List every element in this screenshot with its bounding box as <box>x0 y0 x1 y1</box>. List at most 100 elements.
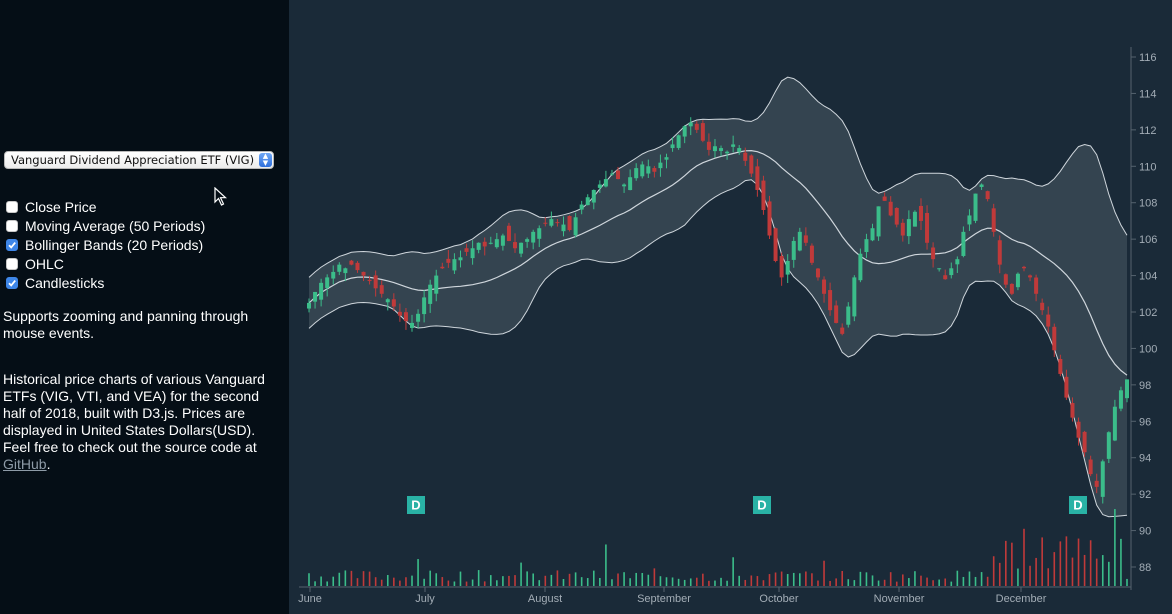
candle-body <box>773 228 778 261</box>
candle-body <box>1088 459 1093 475</box>
candlestick <box>791 236 796 268</box>
candlestick <box>797 227 802 252</box>
volume-bar <box>562 578 565 586</box>
candlestick <box>828 282 833 316</box>
candlestick <box>416 309 421 329</box>
option-close-price[interactable]: Close Price <box>6 198 97 216</box>
volume-bar <box>1114 509 1116 586</box>
volume-bar <box>338 572 341 586</box>
candle-body <box>543 222 548 224</box>
volume-bar <box>756 576 759 586</box>
candlestick <box>525 237 530 248</box>
volume-bar <box>883 579 886 586</box>
option-ohlc[interactable]: OHLC <box>6 255 64 273</box>
volume-bar <box>1101 555 1104 586</box>
candlestick <box>343 267 348 282</box>
candle-body <box>482 241 487 247</box>
candlestick <box>603 170 608 188</box>
candlestick <box>1003 273 1008 288</box>
candlestick <box>809 243 814 266</box>
candle-body <box>319 282 324 300</box>
x-tick-label: November <box>874 593 925 605</box>
candle-body <box>1028 275 1033 278</box>
volume-bar <box>623 572 625 586</box>
candle-body <box>307 302 311 309</box>
option-bollinger-bands[interactable]: Bollinger Bands (20 Periods) <box>6 236 203 254</box>
candlestick <box>1094 473 1099 494</box>
etf-select[interactable]: Vanguard Dividend Appreciation ETF (VIG)… <box>4 151 274 169</box>
candlestick <box>682 124 687 144</box>
candlestick <box>646 159 651 179</box>
candlestick <box>403 308 408 330</box>
candlestick <box>931 242 936 268</box>
candle-body <box>513 242 518 249</box>
ohlc-checkbox[interactable] <box>6 258 18 270</box>
volume-bar <box>1083 554 1086 586</box>
volume-bar <box>477 570 480 586</box>
volume-bar <box>920 575 922 586</box>
candlestick <box>688 117 693 136</box>
volume-bar <box>902 574 904 586</box>
candlestick <box>422 290 427 323</box>
candle-body <box>506 225 511 241</box>
github-link[interactable]: GitHub <box>3 456 47 472</box>
volume-bar <box>774 572 777 586</box>
volume-bar <box>386 575 389 586</box>
candle-body <box>997 240 1002 265</box>
volume-bar <box>974 576 977 586</box>
candlesticks-checkbox[interactable] <box>6 277 18 289</box>
candle-body <box>1015 273 1020 288</box>
candle-body <box>561 224 566 232</box>
candlestick <box>397 303 402 322</box>
candle-body <box>385 299 390 303</box>
candle-body <box>549 219 554 226</box>
volume-bar <box>471 579 474 586</box>
price-chart[interactable]: D D D 88 90 92 94 96 98 100 102 104 106 108 110 112 114 1… <box>289 0 1172 614</box>
candlestick <box>943 269 948 280</box>
moving-average-checkbox[interactable] <box>6 220 18 232</box>
volume-bar <box>1095 558 1098 586</box>
candle-body <box>900 222 905 236</box>
candlestick <box>597 180 602 193</box>
volume-bar <box>447 580 450 586</box>
candle-body <box>597 184 602 188</box>
option-moving-average[interactable]: Moving Average (50 Periods) <box>6 217 205 235</box>
volume-bar <box>580 577 583 586</box>
candlestick <box>1118 386 1123 412</box>
candle-body <box>470 248 475 259</box>
volume-bar <box>1047 568 1050 586</box>
y-tick-label: 88 <box>1139 562 1151 574</box>
candlestick <box>973 193 978 224</box>
candlestick <box>949 262 954 279</box>
volume-bar <box>489 575 492 586</box>
candle-body <box>706 141 711 150</box>
mouse-pointer-icon <box>214 187 228 206</box>
candle-body <box>761 180 766 210</box>
volume-bar <box>702 573 704 586</box>
candlestick <box>925 205 930 250</box>
candlestick <box>1100 459 1105 504</box>
bollinger-band-area <box>309 77 1127 517</box>
candle-body <box>694 123 699 130</box>
volume-bar <box>853 580 856 586</box>
dividend-marker: D <box>753 496 771 514</box>
candlestick <box>470 240 475 265</box>
candle-body <box>658 162 663 169</box>
candlestick <box>937 268 942 272</box>
candlestick <box>840 323 845 336</box>
candle-body <box>1112 406 1117 441</box>
bollinger-bands-checkbox[interactable] <box>6 239 18 251</box>
candle-body <box>864 239 869 252</box>
volume-bar <box>496 580 498 586</box>
candle-body <box>719 148 724 151</box>
candlestick <box>1076 417 1081 446</box>
y-tick-label: 92 <box>1139 489 1151 501</box>
candlestick <box>658 154 663 177</box>
candlestick <box>1040 298 1045 315</box>
volume-bar <box>1059 541 1062 586</box>
volume-bar <box>350 570 353 586</box>
close-price-checkbox[interactable] <box>6 201 18 213</box>
candle-body <box>331 271 336 279</box>
option-candlesticks[interactable]: Candlesticks <box>6 274 104 292</box>
select-arrows-icon: ▲ ▼ <box>259 153 272 167</box>
